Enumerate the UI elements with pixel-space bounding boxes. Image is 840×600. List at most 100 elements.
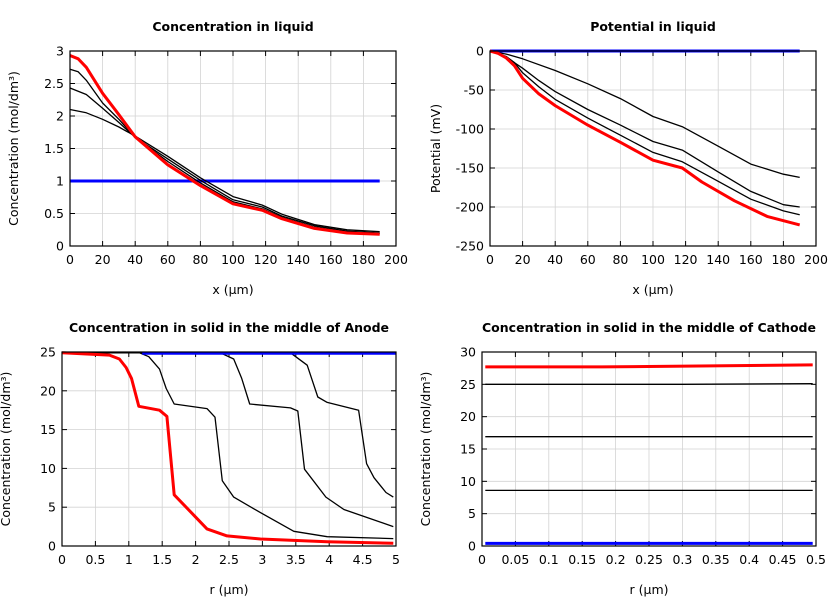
series-line-2: [69, 108, 380, 233]
x-axis-label: x (µm): [212, 282, 253, 297]
chart-title: Concentration in liquid: [152, 19, 313, 34]
y-tick-label: 1: [56, 174, 64, 189]
series-line-3: [485, 383, 813, 385]
y-tick-label: 15: [40, 422, 56, 437]
y-tick-label: -100: [456, 122, 484, 137]
x-tick-label: 0.45: [769, 552, 797, 567]
y-tick-label: -200: [456, 200, 484, 215]
series-line-2: [62, 352, 394, 528]
subplot-4: 0 0.05 0.1 0.15 0.2 0.25 0.3 0.35 0.4 0.45 0.5 0 5 10…: [418, 320, 826, 597]
x-tick-label: 160: [319, 252, 343, 267]
x-tick-label: 0.1: [539, 552, 559, 567]
x-tick-label: 0.5: [806, 552, 826, 567]
x-axis-label: r (µm): [210, 582, 249, 597]
x-tick-label: 0.05: [501, 552, 529, 567]
x-tick-label: 0: [478, 552, 486, 567]
x-tick-label: 120: [674, 252, 698, 267]
x-tick-label: 140: [706, 252, 730, 267]
subplot-3: 0 0.5 1 1.5 2 2.5 3 3.5 4 4.5 5 0 5 10 15 20 25 Concentra…: [0, 320, 400, 597]
series-line-4: [69, 68, 380, 235]
axes-frame: [61, 351, 397, 547]
x-tick-label: 200: [804, 252, 828, 267]
y-axis-label: Concentration (mol/dm³): [0, 372, 13, 527]
series-line-4: [489, 50, 800, 216]
x-tick-label: 0: [486, 252, 494, 267]
x-tick-label: 60: [160, 252, 176, 267]
x-tick-label: 40: [547, 252, 563, 267]
series-line-5: [485, 363, 813, 369]
x-tick-label: 0: [66, 252, 74, 267]
x-tick-label: 4.5: [353, 552, 373, 567]
y-tick-label: 0.5: [44, 206, 64, 221]
x-tick-label: 0: [58, 552, 66, 567]
x-axis-label: r (µm): [630, 582, 669, 597]
x-tick-label: 2.5: [219, 552, 239, 567]
x-tick-label: 2: [192, 552, 200, 567]
x-tick-label: 120: [254, 252, 278, 267]
y-tick-label: 25: [460, 377, 476, 392]
x-tick-label: 140: [286, 252, 310, 267]
x-tick-label: 180: [771, 252, 795, 267]
x-tick-label: 0.2: [606, 552, 626, 567]
axes-frame: [69, 50, 397, 247]
y-axis-label: Potential (mV): [428, 104, 443, 193]
x-tick-label: 3: [258, 552, 266, 567]
x-tick-label: 200: [384, 252, 408, 267]
subplot-1: 0 20 40 60 80 100 120 140 160 180 200 0 0.5 1 1.5 2 2.5 3…: [6, 19, 408, 297]
y-tick-label: -50: [464, 83, 484, 98]
chart-title: Concentration in solid in the middle of …: [482, 320, 816, 335]
x-tick-label: 20: [95, 252, 111, 267]
series-line-5: [489, 49, 801, 227]
x-tick-label: 60: [580, 252, 596, 267]
x-tick-label: 0.15: [568, 552, 596, 567]
y-tick-label: 0: [476, 44, 484, 59]
series-line-3: [62, 352, 394, 540]
chart-title: Concentration in solid in the middle of …: [69, 320, 389, 335]
y-tick-label: 20: [40, 383, 56, 398]
x-tick-label: 0.5: [85, 552, 105, 567]
x-tick-label: 100: [641, 252, 665, 267]
y-tick-label: 15: [460, 442, 476, 457]
axes-frame: [481, 351, 817, 547]
x-tick-label: 1.5: [152, 552, 172, 567]
x-tick-label: 180: [351, 252, 375, 267]
series-line-1: [62, 352, 394, 498]
series-line-5: [69, 54, 380, 236]
x-tick-label: 0.25: [635, 552, 663, 567]
series-line-5: [61, 351, 394, 545]
y-tick-label: 2: [56, 109, 64, 124]
x-tick-label: 0.3: [672, 552, 692, 567]
x-tick-label: 5: [392, 552, 400, 567]
y-tick-label: 5: [48, 500, 56, 515]
y-tick-label: 20: [460, 409, 476, 424]
x-tick-label: 40: [127, 252, 143, 267]
series-line-2: [489, 50, 800, 179]
y-tick-label: 25: [40, 345, 56, 360]
x-tick-label: 3.5: [286, 552, 306, 567]
axes-frame: [489, 50, 817, 247]
y-tick-label: 0: [48, 539, 56, 554]
y-tick-label: 2.5: [44, 76, 64, 91]
y-tick-label: 30: [460, 345, 476, 360]
y-tick-label: 3: [56, 44, 64, 59]
x-tick-label: 1: [125, 552, 133, 567]
y-tick-label: 1.5: [44, 141, 64, 156]
y-tick-label: 5: [468, 506, 476, 521]
y-tick-label: -250: [456, 239, 484, 254]
y-tick-label: 0: [468, 539, 476, 554]
y-tick-label: -150: [456, 161, 484, 176]
x-tick-label: 4: [325, 552, 333, 567]
x-axis-label: x (µm): [632, 282, 673, 297]
y-tick-label: 10: [40, 461, 56, 476]
y-tick-label: 0: [56, 239, 64, 254]
series-line-3: [69, 87, 380, 234]
subplot-2: 0 20 40 60 80 100 120 140 160 180 200 -250 -200 -150 -…: [428, 19, 828, 297]
x-tick-label: 80: [192, 252, 208, 267]
x-tick-label: 160: [739, 252, 763, 267]
x-tick-label: 0.35: [702, 552, 730, 567]
series-line-3: [489, 50, 800, 208]
y-axis-label: Concentration (mol/dm³): [418, 372, 433, 527]
x-tick-label: 0.4: [739, 552, 759, 567]
chart-title: Potential in liquid: [590, 19, 716, 34]
y-axis-label: Concentration (mol/dm³): [6, 71, 21, 226]
